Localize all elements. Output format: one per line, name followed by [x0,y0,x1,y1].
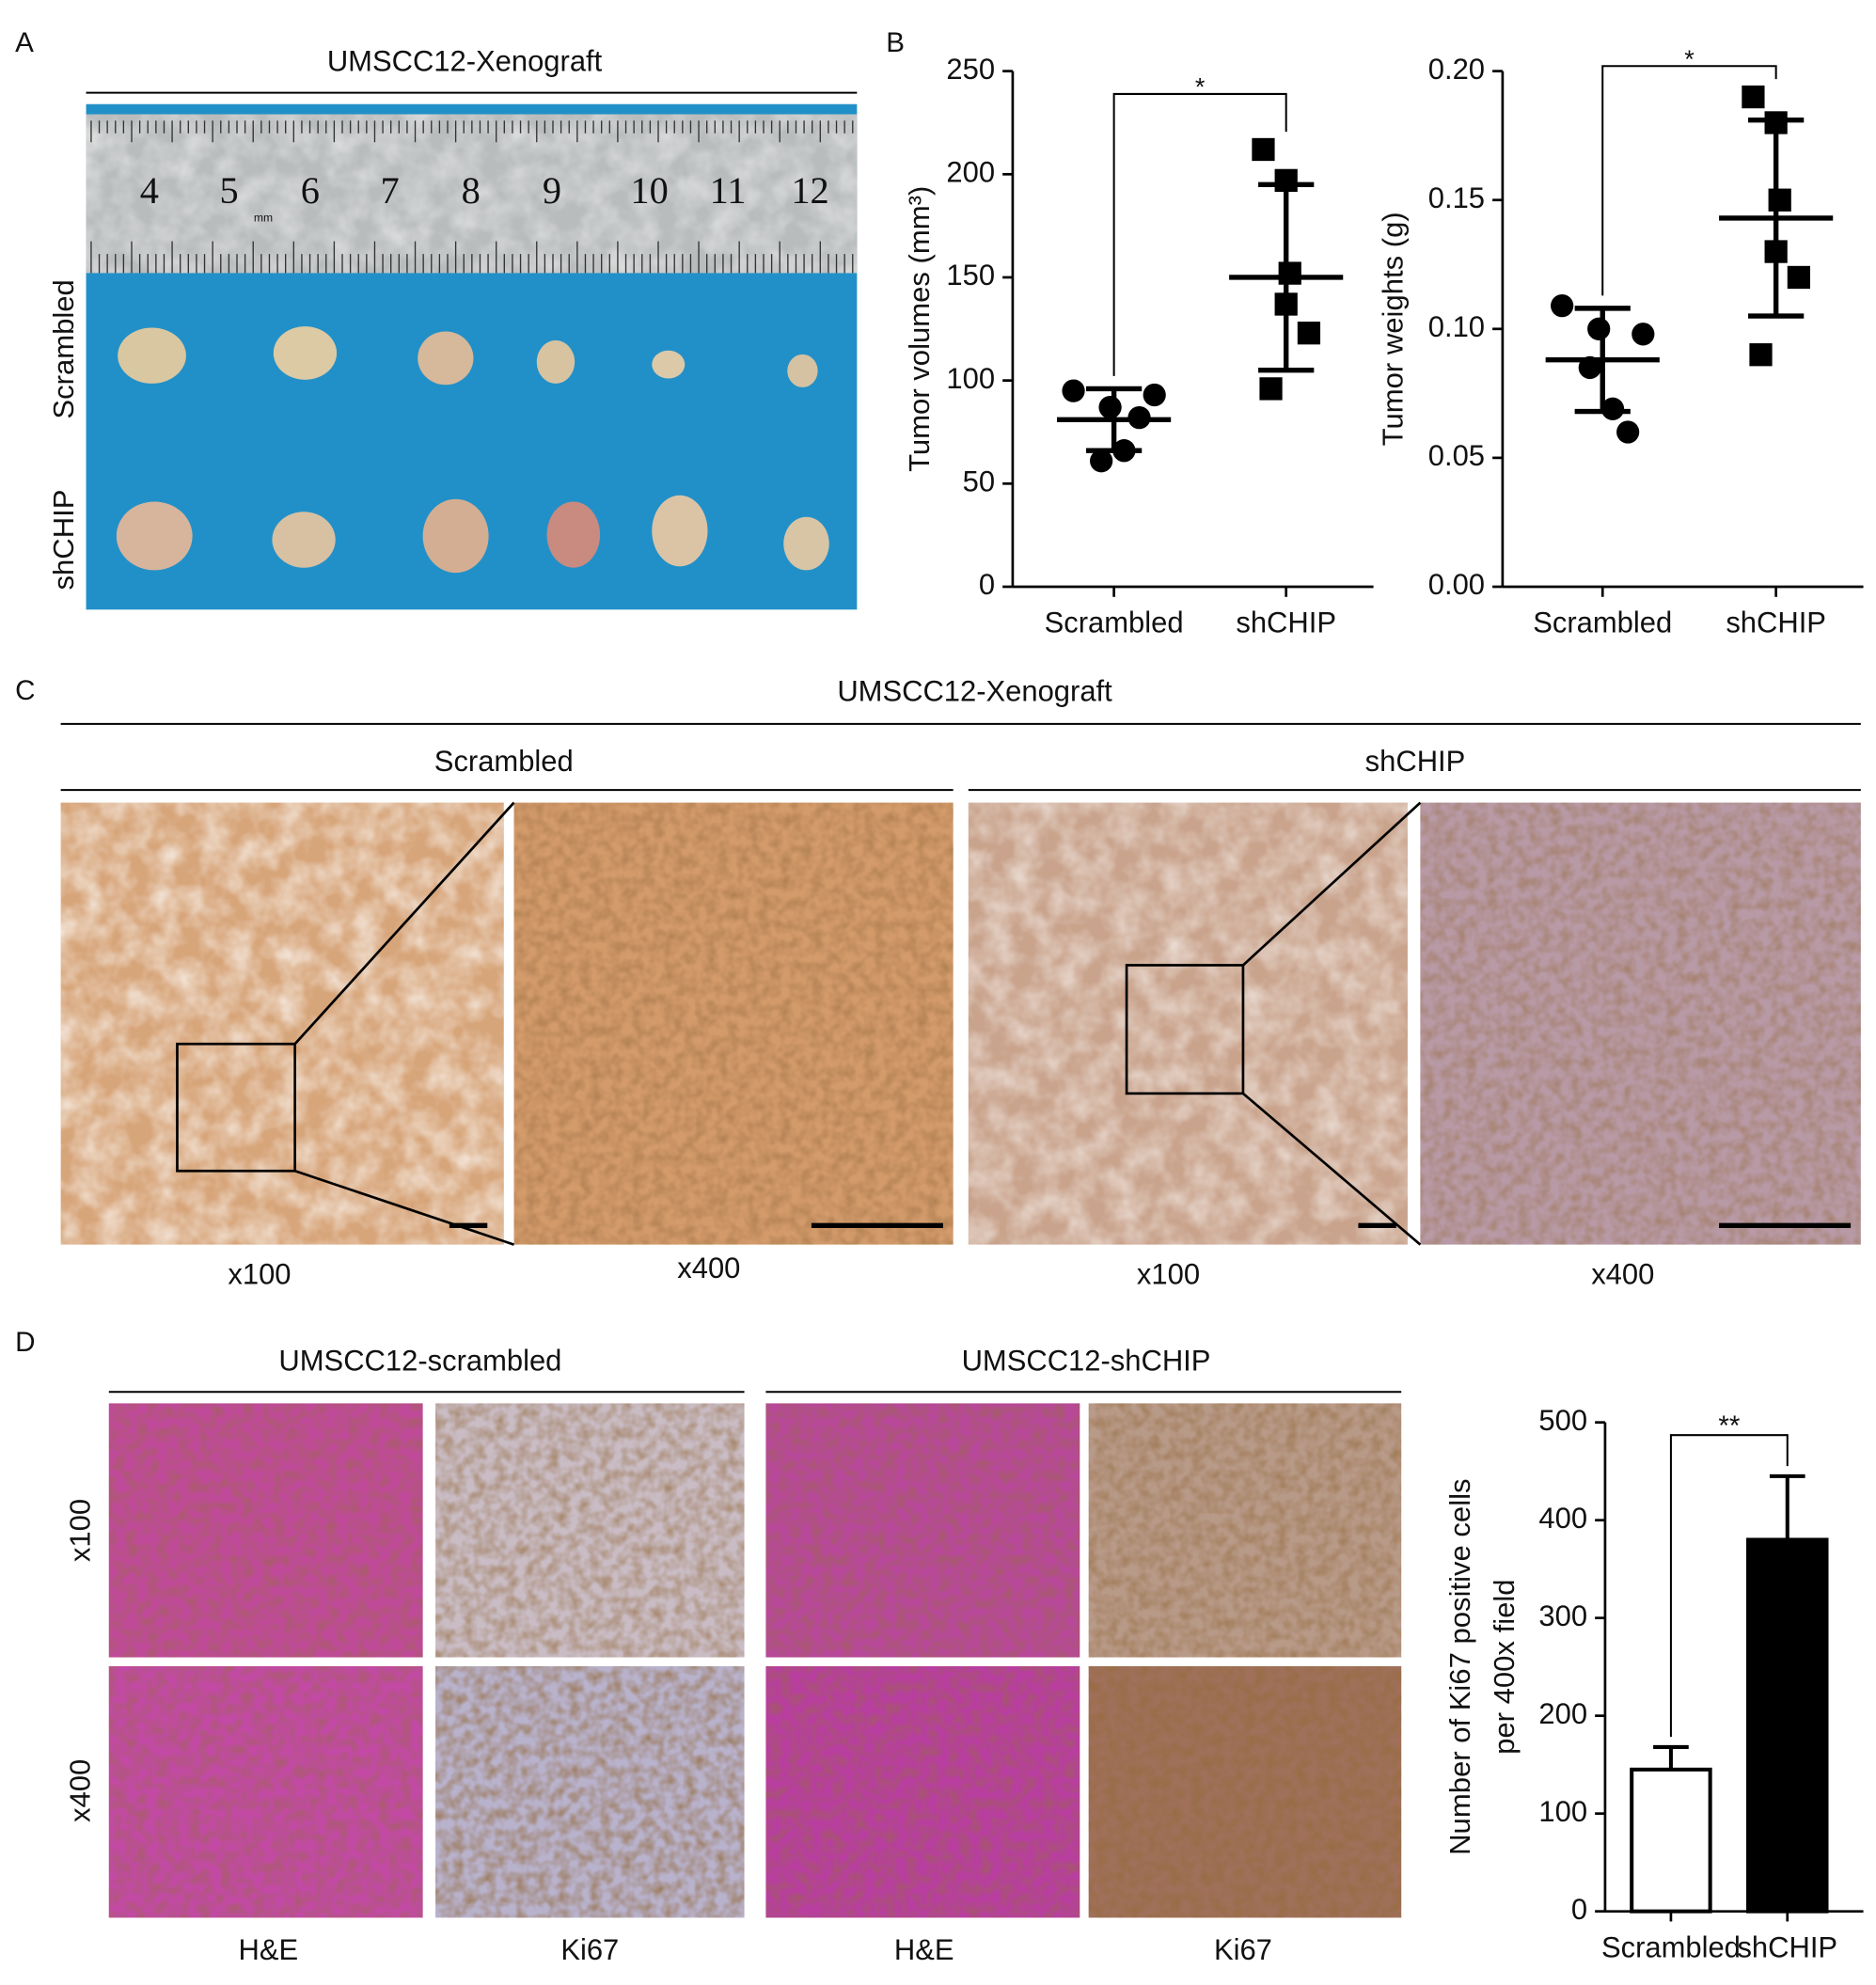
data-point [1297,322,1321,345]
ruler-unit: mm [254,211,273,224]
data-point [1062,379,1085,402]
magnification: x400 [677,1252,740,1284]
x-tick-label: shCHIP [1236,607,1336,639]
data-point [1768,188,1791,212]
ruler-label: 11 [710,169,747,212]
y-axis-label: per 400x field [1488,1579,1521,1754]
y-axis-label: Number of Ki67 positive cells [1443,1478,1476,1854]
group-label: UMSCC12-scrambled [278,1344,561,1377]
data-point [1632,323,1655,346]
y-tick-label: 100 [1538,1795,1587,1828]
data-point [1259,377,1283,401]
data-point [1098,396,1122,419]
group-label: Scrambled [434,745,574,778]
ruler-label: 8 [462,169,481,212]
data-point [1616,420,1640,444]
y-tick-label: 500 [1538,1404,1587,1437]
data-point [1600,397,1625,420]
y-tick-label: 0.15 [1428,181,1485,214]
x-tick-label: shCHIP [1737,1930,1837,1963]
y-tick-label: 300 [1538,1599,1587,1632]
ruler-texture [86,114,858,274]
tumors [116,326,829,574]
data-point [1252,137,1275,162]
x-tick-label: shCHIP [1726,607,1826,639]
row-label: x400 [64,1759,97,1822]
data-point [1278,261,1301,285]
y-tick-label: 150 [946,259,995,291]
ruler-label: 12 [791,169,828,212]
bar [1746,1537,1829,1914]
significance-bracket [1601,65,1777,296]
ruler-ticks: 4 5 6 7 8 9 10 11 12 mm [90,120,854,274]
group-label: UMSCC12-shCHIP [962,1344,1211,1377]
significance-label: * [1684,45,1695,73]
significance-label: ** [1718,1410,1741,1441]
significance-bracket [1112,92,1287,376]
data-point [1090,449,1113,473]
panel-letter: B [886,27,905,58]
stain-label: Ki67 [1214,1933,1272,1966]
panel-letter: C [15,675,35,706]
ruler-label: 4 [140,169,159,212]
panel-title: UMSCC12-Xenograft [327,45,603,78]
magnification: x100 [228,1258,291,1291]
ruler-label: 6 [301,169,320,212]
magnification: x400 [1591,1258,1654,1291]
bar [1630,1767,1712,1914]
histology-images [108,1403,1402,1918]
data-point [1742,85,1765,109]
y-tick-label: 0.05 [1428,439,1485,472]
y-tick-label: 200 [946,155,995,188]
ihc-images [60,801,1861,1246]
y-axis-label: Tumor volumes (mm³) [903,186,936,472]
significance-label: * [1195,73,1206,102]
y-tick-label: 0.20 [1428,53,1485,86]
row-label: Scrambled [47,279,80,418]
panel-letter: A [15,27,34,58]
y-tick-label: 100 [946,362,995,395]
data-point [1587,317,1611,340]
y-tick-label: 0 [1571,1893,1587,1926]
y-tick-label: 50 [963,465,995,497]
magnification: x100 [1137,1258,1200,1291]
x-tick-label: Scrambled [1533,607,1672,639]
panel-letter: D [15,1327,35,1358]
ruler-label: 10 [630,169,668,212]
data-point [1551,293,1574,318]
y-tick-label: 0.10 [1428,310,1485,343]
y-tick-label: 400 [1538,1502,1587,1535]
significance-bracket [1669,1434,1789,1738]
stain-label: Ki67 [560,1933,619,1966]
group-label: shCHIP [1365,745,1466,778]
row-label: shCHIP [47,490,80,591]
y-tick-label: 0 [979,568,995,601]
stain-label: H&E [239,1933,299,1966]
ruler-label: 5 [220,169,239,212]
stain-label: H&E [894,1933,954,1966]
data-point [1143,383,1166,407]
y-axis-label: Tumor weights (g) [1377,212,1410,446]
data-point [1749,343,1773,367]
data-point [1787,265,1810,290]
x-tick-label: Scrambled [1601,1930,1741,1963]
ruler-label: 9 [543,169,561,212]
y-tick-label: 0.00 [1428,568,1485,601]
panel-title: UMSCC12-Xenograft [837,675,1112,708]
y-tick-label: 200 [1538,1697,1587,1730]
row-label: x100 [64,1499,97,1562]
y-tick-label: 250 [946,53,995,86]
x-tick-label: Scrambled [1045,607,1184,639]
ruler-label: 7 [381,169,400,212]
